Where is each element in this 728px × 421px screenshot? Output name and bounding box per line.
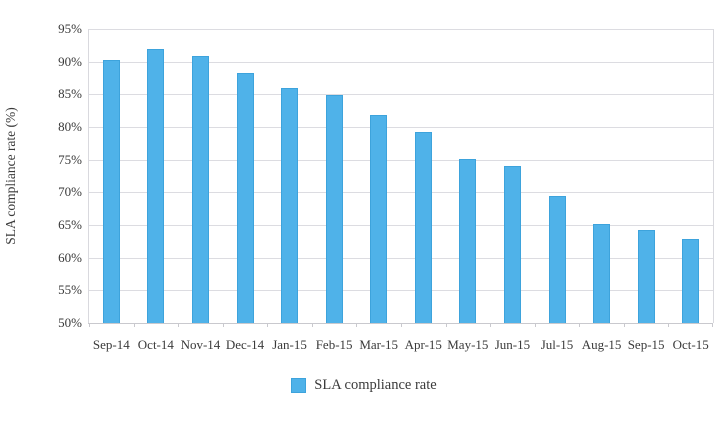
x-axis-tick <box>490 323 491 327</box>
bar-Jun-15 <box>503 166 521 323</box>
x-tick-label-Sep-15: Sep-15 <box>627 337 665 352</box>
x-tick-label-Aug-15: Aug-15 <box>581 337 622 352</box>
gridline-70 <box>89 192 713 193</box>
x-axis-tick <box>267 323 268 327</box>
gridline-90 <box>89 62 713 63</box>
x-tick-label-May-15: May-15 <box>447 337 489 352</box>
x-tick-label-Nov-14: Nov-14 <box>180 337 221 352</box>
x-tick-label-Oct-15: Oct-15 <box>672 337 709 352</box>
x-tick-label-Dec-14: Dec-14 <box>225 337 265 352</box>
gridline-80 <box>89 127 713 128</box>
gridline-75 <box>89 160 713 161</box>
y-tick-label-95: 95% <box>58 21 82 36</box>
x-axis-tick <box>535 323 536 327</box>
bar-Aug-15 <box>593 224 611 323</box>
bar-Jul-15 <box>548 196 566 323</box>
bar-May-15 <box>459 159 477 323</box>
bar-Dec-14 <box>236 73 254 323</box>
gridline-55 <box>89 290 713 291</box>
x-axis-tick <box>356 323 357 327</box>
x-tick-label-Oct-14: Oct-14 <box>137 337 174 352</box>
x-axis-tick <box>579 323 580 327</box>
x-axis-tick <box>712 323 713 327</box>
y-tick-label-50: 50% <box>58 315 82 330</box>
x-axis-tick <box>89 323 90 327</box>
x-tick-label-Mar-15: Mar-15 <box>359 337 399 352</box>
gridline-60 <box>89 258 713 259</box>
gridline-85 <box>89 94 713 95</box>
x-tick-label-Apr-15: Apr-15 <box>404 337 442 352</box>
bar-Apr-15 <box>414 132 432 323</box>
y-tick-label-65: 65% <box>58 217 82 232</box>
legend-label: SLA compliance rate <box>314 377 437 393</box>
x-axis-tick <box>178 323 179 327</box>
bar-Oct-14 <box>147 49 165 323</box>
x-tick-label-Feb-15: Feb-15 <box>315 337 353 352</box>
legend: SLA compliance rate <box>0 377 728 394</box>
x-tick-label-Jan-15: Jan-15 <box>272 337 307 352</box>
gridline-65 <box>89 225 713 226</box>
y-tick-label-60: 60% <box>58 250 82 265</box>
y-axis-title: SLA compliance rate (%) <box>3 107 18 245</box>
bar-Oct-15 <box>682 239 700 323</box>
bar-Jan-15 <box>281 88 299 323</box>
x-axis-tick <box>624 323 625 327</box>
bar-Sep-15 <box>637 230 655 323</box>
x-axis-tick <box>401 323 402 327</box>
x-axis-tick <box>446 323 447 327</box>
y-tick-label-70: 70% <box>58 184 82 199</box>
x-tick-label-Sep-14: Sep-14 <box>92 337 130 352</box>
y-tick-label-55: 55% <box>58 282 82 297</box>
legend-swatch-sla-compliance-rate <box>291 378 307 393</box>
plot-area: 95% 90% 85% 80% 75% 70% 65% 60% 55% 50% Sep-14 Oct-… <box>58 22 714 352</box>
x-axis-tick <box>668 323 669 327</box>
x-axis-line <box>88 323 713 324</box>
bar-Nov-14 <box>191 56 209 323</box>
x-tick-label-Jul-15: Jul-15 <box>540 337 574 352</box>
y-tick-label-80: 80% <box>58 119 82 134</box>
x-tick-label-Jun-15: Jun-15 <box>494 337 531 352</box>
y-tick-label-75: 75% <box>58 152 82 167</box>
x-axis-tick <box>223 323 224 327</box>
y-tick-label-85: 85% <box>58 86 82 101</box>
y-tick-label-90: 90% <box>58 54 82 69</box>
gridline-95 <box>89 29 713 30</box>
bar-Sep-14 <box>102 60 120 323</box>
bar-Feb-15 <box>325 95 343 323</box>
x-axis-tick <box>312 323 313 327</box>
x-axis-tick <box>134 323 135 327</box>
bar-Mar-15 <box>370 115 388 323</box>
